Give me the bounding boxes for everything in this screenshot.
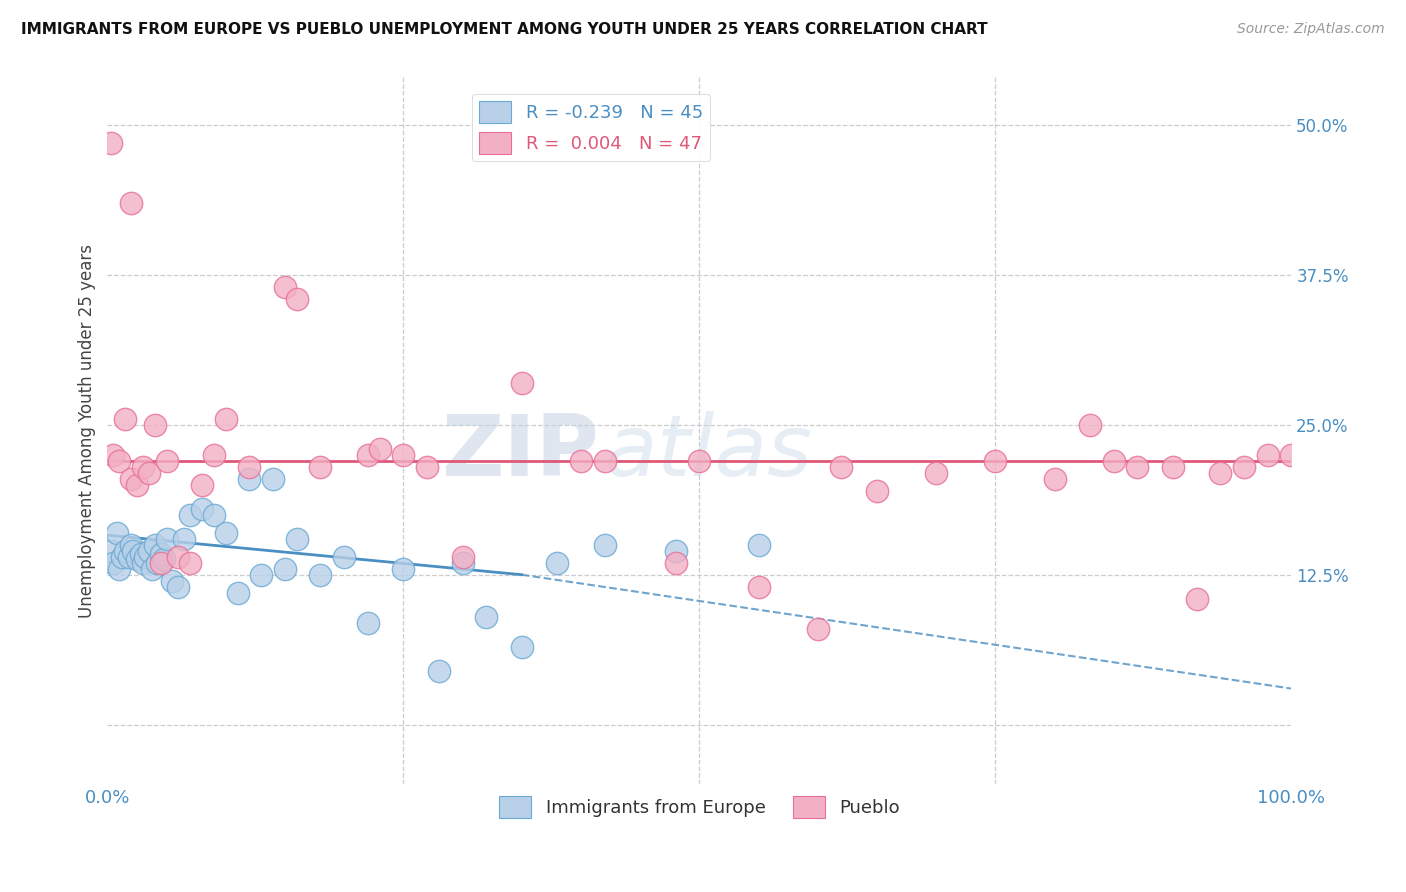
Point [114,543,136,558]
Point [984,454,1007,468]
Point [141,562,163,576]
Point [125,478,148,492]
Point [569,454,592,468]
Point [143,417,166,432]
Point [1209,466,1232,480]
Point [451,549,474,564]
Point [153,552,176,566]
Point [138,543,160,558]
Point [1233,459,1256,474]
Point [250,567,273,582]
Point [357,448,380,462]
Point [155,454,177,468]
Point [665,556,688,570]
Point [274,562,297,576]
Point [1257,448,1279,462]
Point [103,448,125,462]
Point [146,556,169,570]
Legend: Immigrants from Europe, Pueblo: Immigrants from Europe, Pueblo [492,789,907,825]
Text: IMMIGRANTS FROM EUROPE VS PUEBLO UNEMPLOYMENT AMONG YOUTH UNDER 25 YEARS CORRELA: IMMIGRANTS FROM EUROPE VS PUEBLO UNEMPLO… [21,22,987,37]
Point [748,580,770,594]
Point [226,585,249,599]
Text: atlas: atlas [605,410,813,493]
Point [1043,472,1066,486]
Point [129,547,152,561]
Point [120,196,142,211]
Point [309,567,332,582]
Point [807,622,830,636]
Point [149,547,172,561]
Point [110,549,132,564]
Point [368,442,391,456]
Point [510,640,533,654]
Point [333,549,356,564]
Y-axis label: Unemployment Among Youth under 25 years: Unemployment Among Youth under 25 years [79,244,96,618]
Point [100,543,122,558]
Point [475,609,498,624]
Point [1078,417,1101,432]
Point [155,532,177,546]
Point [593,538,616,552]
Point [427,664,450,678]
Point [132,459,155,474]
Point [546,556,568,570]
Point [120,538,142,552]
Point [285,532,308,546]
Text: ZIP: ZIP [441,410,599,493]
Point [138,466,160,480]
Point [108,562,131,576]
Point [179,508,201,522]
Point [114,412,136,426]
Point [118,549,141,564]
Point [285,292,308,306]
Point [309,459,332,474]
Point [167,580,190,594]
Point [238,459,260,474]
Point [191,501,214,516]
Point [202,448,225,462]
Point [830,459,852,474]
Text: Source: ZipAtlas.com: Source: ZipAtlas.com [1237,22,1385,37]
Point [202,508,225,522]
Point [108,454,131,468]
Point [1161,459,1184,474]
Point [392,448,415,462]
Point [179,556,201,570]
Point [451,556,474,570]
Point [1126,459,1149,474]
Point [748,538,770,552]
Point [357,615,380,630]
Point [215,412,238,426]
Point [143,538,166,552]
Point [665,543,688,558]
Point [274,280,297,294]
Point [122,543,145,558]
Point [925,466,948,480]
Point [120,472,142,486]
Point [173,532,195,546]
Point [262,472,284,486]
Point [134,549,156,564]
Point [149,556,172,570]
Point [103,556,125,570]
Point [593,454,616,468]
Point [215,525,238,540]
Point [105,525,128,540]
Point [132,556,155,570]
Point [688,454,710,468]
Point [191,478,214,492]
Point [238,472,260,486]
Point [1279,448,1302,462]
Point [866,483,889,498]
Point [416,459,439,474]
Point [162,574,184,588]
Point [510,376,533,390]
Point [125,552,148,566]
Point [167,549,190,564]
Point [392,562,415,576]
Point [100,136,122,151]
Point [1102,454,1125,468]
Point [1185,591,1208,606]
